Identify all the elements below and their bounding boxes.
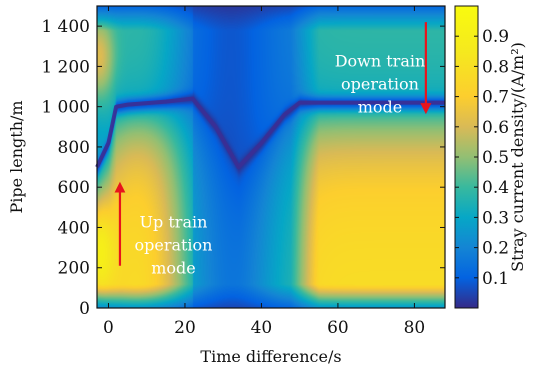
y-tick-label: 400 <box>58 218 90 238</box>
colorbar-tick-label: 0.5 <box>482 148 509 168</box>
colorbar: 0.1 0.2 0.3 0.4 0.5 0.6 0.7 0.8 0.9 Stray curren… <box>454 5 527 309</box>
heatmap-plot-area <box>95 5 446 309</box>
y-tick-label: 1 200 <box>41 57 90 77</box>
colorbar-tick-label: 0.9 <box>482 27 509 47</box>
y-tick-label: 600 <box>58 178 90 198</box>
colorbar-tick-label: 0.4 <box>482 178 509 198</box>
x-axis-label: Time difference/s <box>200 347 341 366</box>
y-tick-label: 200 <box>58 259 90 279</box>
annotation-text: Up train operation mode <box>134 212 212 277</box>
colorbar-tick-label: 0.1 <box>482 269 509 289</box>
colorbar-tick-label: 0.8 <box>482 57 509 77</box>
y-axis-label: Pipe length/m <box>7 100 26 213</box>
annotation-line: mode <box>151 258 196 277</box>
y-tick-label: 1 000 <box>41 98 90 118</box>
y-tick-label: 1 400 <box>41 17 90 37</box>
x-axis-ticks: 0 20 40 60 80 <box>103 6 425 338</box>
colorbar-tick-label: 0.2 <box>482 239 509 259</box>
y-tick-label: 800 <box>58 138 90 158</box>
plot-frame <box>96 5 446 309</box>
x-tick-label: 40 <box>251 318 273 338</box>
minimum-current-line <box>95 96 445 170</box>
annotation-line: Up train <box>140 212 208 231</box>
colorbar-tick-label: 0.7 <box>482 88 509 108</box>
y-tick-label: 0 <box>79 299 90 319</box>
x-tick-label: 0 <box>103 318 114 338</box>
annotation-line: Down train <box>335 51 426 70</box>
heatmap-image <box>97 6 445 308</box>
annotation-line: operation <box>134 235 212 254</box>
x-tick-label: 60 <box>327 318 349 338</box>
direction-arrows <box>114 22 432 266</box>
colorbar-ticks: 0.1 0.2 0.3 0.4 0.5 0.6 0.7 0.8 0.9 <box>455 27 509 289</box>
colorbar-tick-label: 0.6 <box>482 118 509 138</box>
x-tick-label: 20 <box>174 318 196 338</box>
x-tick-label: 80 <box>404 318 426 338</box>
annotation-text: Down train operation mode <box>335 51 426 116</box>
annotation-line: operation <box>341 74 419 93</box>
annotations: Down train operation mode Up train operation… <box>134 51 425 277</box>
colorbar-label: Stray current density/(A/m²) <box>508 42 527 272</box>
colorbar-tick-label: 0.3 <box>482 208 509 228</box>
annotation-line: mode <box>358 97 403 116</box>
y-axis-ticks: 0 200 400 600 800 1 000 1 200 1 400 <box>41 17 445 319</box>
